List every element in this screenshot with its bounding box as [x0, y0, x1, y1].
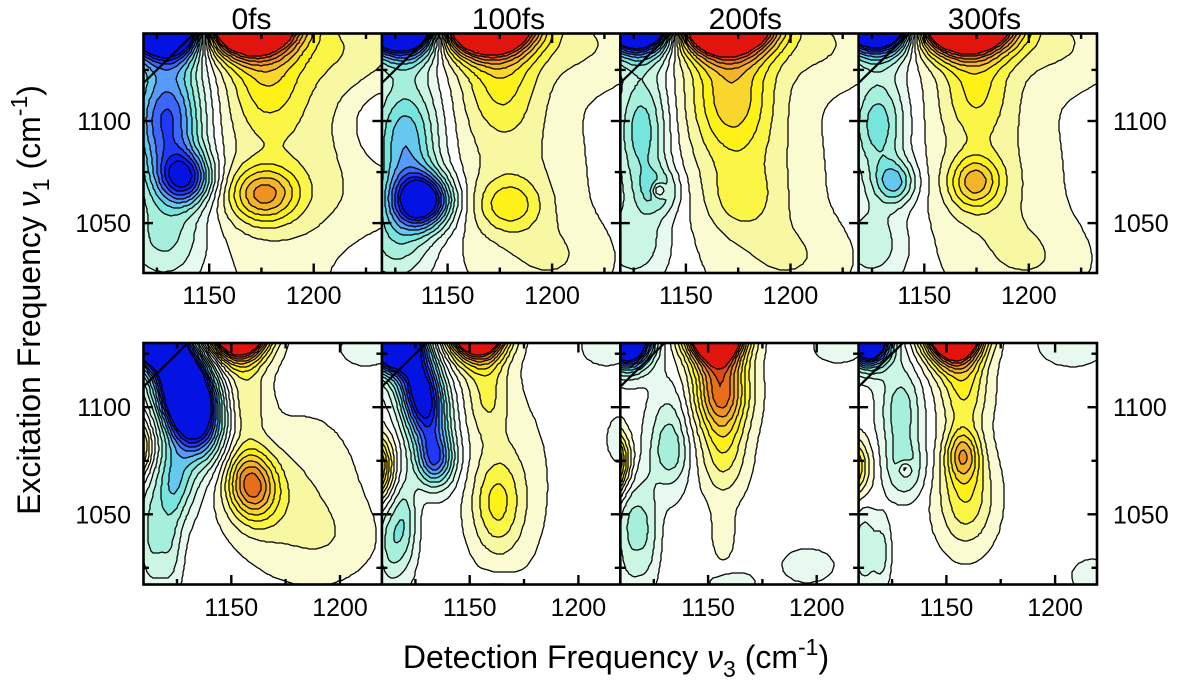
- svg-text:1050: 1050: [75, 210, 131, 238]
- svg-text:1150: 1150: [204, 594, 258, 622]
- svg-text:1100: 1100: [1113, 108, 1167, 136]
- svg-text:1200: 1200: [524, 282, 580, 310]
- svg-text:1050: 1050: [1113, 501, 1169, 529]
- svg-text:100fs: 100fs: [472, 3, 545, 36]
- svg-text:1150: 1150: [681, 594, 735, 622]
- svg-text:1200: 1200: [312, 594, 368, 622]
- svg-text:1150: 1150: [421, 282, 475, 310]
- svg-text:1100: 1100: [77, 394, 131, 422]
- svg-text:200fs: 200fs: [709, 3, 782, 36]
- svg-text:1050: 1050: [75, 501, 131, 529]
- svg-text:1150: 1150: [897, 282, 951, 310]
- svg-text:Excitation Frequency ν1 (cm-1): Excitation Frequency ν1 (cm-1): [6, 85, 54, 515]
- svg-text:1150: 1150: [659, 282, 713, 310]
- svg-text:1200: 1200: [1001, 282, 1057, 310]
- svg-text:1200: 1200: [789, 594, 845, 622]
- svg-text:300fs: 300fs: [948, 3, 1021, 36]
- svg-text:1150: 1150: [920, 594, 974, 622]
- svg-text:1100: 1100: [1113, 394, 1167, 422]
- svg-text:1150: 1150: [182, 282, 236, 310]
- svg-text:1200: 1200: [763, 282, 819, 310]
- svg-text:1200: 1200: [286, 282, 342, 310]
- svg-text:1150: 1150: [443, 594, 497, 622]
- svg-text:Detection Frequency ν3 (cm-1): Detection Frequency ν3 (cm-1): [403, 634, 829, 682]
- svg-text:1200: 1200: [1027, 594, 1083, 622]
- svg-text:1100: 1100: [77, 108, 131, 136]
- svg-text:1200: 1200: [551, 594, 607, 622]
- svg-text:1050: 1050: [1113, 210, 1169, 238]
- svg-text:0fs: 0fs: [231, 3, 271, 36]
